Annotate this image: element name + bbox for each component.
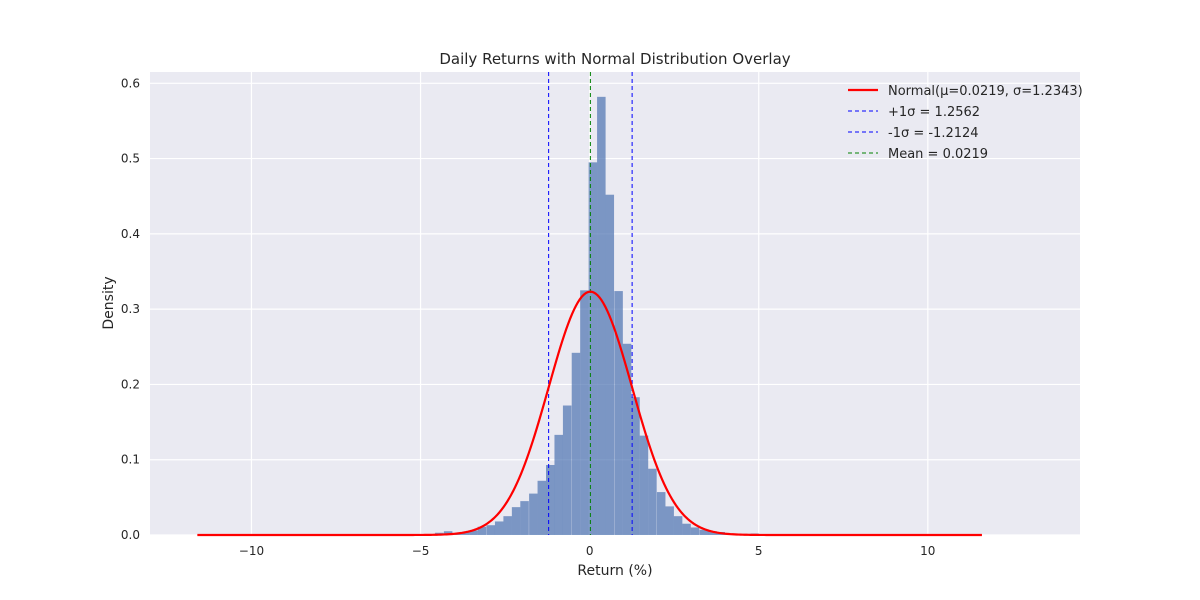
histogram-bar <box>494 521 504 535</box>
histogram-bar <box>622 343 632 535</box>
legend-label: +1σ = 1.2562 <box>888 105 980 120</box>
histogram-bar <box>503 516 512 535</box>
histogram-bar <box>699 529 709 535</box>
y-tick-label: 0.3 <box>121 302 140 316</box>
normal-curve <box>197 290 982 537</box>
histogram-bar <box>631 397 640 535</box>
y-axis: 0.0 0.1 0.2 0.3 0.4 0.5 0.6 <box>121 76 140 542</box>
histogram-bar <box>546 464 555 535</box>
histogram-bar <box>690 527 700 535</box>
histogram-bar <box>443 531 453 535</box>
histogram-bar <box>580 290 589 535</box>
x-tick-label: −10 <box>239 544 264 558</box>
histogram-bar <box>597 96 606 535</box>
x-tick-label: 5 <box>755 544 763 558</box>
y-tick-label: 0.5 <box>121 152 140 166</box>
histogram-bar <box>708 531 717 535</box>
histogram-bar <box>554 434 563 535</box>
histogram-bar <box>529 493 538 535</box>
legend-label: Normal(μ=0.0219, σ=1.2343) <box>888 84 1083 99</box>
histogram-bar <box>588 162 598 535</box>
histogram-bar <box>477 526 487 535</box>
y-tick-label: 0.2 <box>121 377 140 391</box>
histogram-bar <box>673 516 683 535</box>
x-tick-label: 10 <box>920 544 935 558</box>
legend: Normal(μ=0.0219, σ=1.2343) +1σ = 1.2562 -1… <box>848 84 1083 162</box>
x-axis-label: Return (%) <box>577 563 652 579</box>
y-tick-label: 0.0 <box>121 528 140 542</box>
histogram-bar <box>605 194 615 536</box>
histogram-bars <box>426 96 760 536</box>
histogram-bar <box>639 435 649 535</box>
histogram-bar <box>648 468 657 535</box>
histogram-bar <box>571 352 581 535</box>
histogram-bar <box>511 507 521 535</box>
chart-title: Daily Returns with Normal Distribution O… <box>439 50 790 68</box>
histogram-bar <box>537 480 547 535</box>
legend-label: Mean = 0.0219 <box>888 147 988 162</box>
histogram-bar <box>562 405 572 535</box>
x-tick-label: 0 <box>586 544 594 558</box>
histogram-bar <box>665 506 674 535</box>
histogram-bar <box>682 523 691 535</box>
x-axis: −10 −5 0 5 10 <box>239 544 936 558</box>
y-tick-label: 0.4 <box>121 227 140 241</box>
y-tick-label: 0.6 <box>121 76 140 90</box>
histogram-bar <box>614 291 623 535</box>
x-tick-label: −5 <box>412 544 430 558</box>
histogram-bar <box>520 501 529 535</box>
y-axis-label: Density <box>101 276 117 329</box>
y-tick-label: 0.1 <box>121 453 140 467</box>
series-lines <box>197 72 982 537</box>
legend-label: -1σ = -1.2124 <box>888 126 979 141</box>
histogram-bar <box>656 492 666 535</box>
histogram-bar <box>469 530 478 535</box>
histogram-bar <box>486 525 496 535</box>
histogram-bar <box>460 531 470 535</box>
